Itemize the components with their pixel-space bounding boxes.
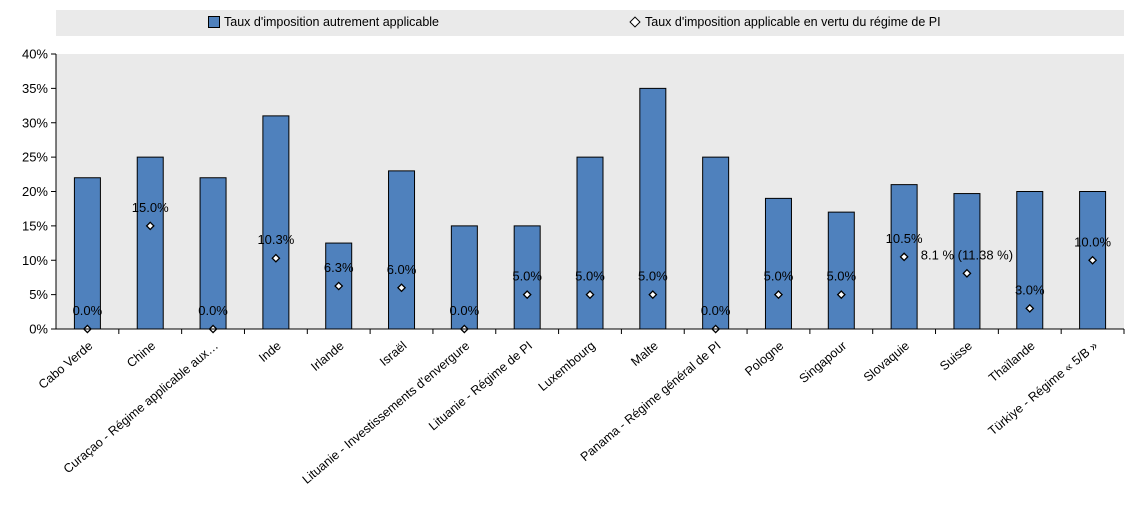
y-tick-label: 35% [22,81,48,96]
category-label: Singapour [797,339,850,386]
category-label: Pologne [742,339,786,379]
diamond-marker [585,290,595,300]
markers-group: 0.0% 15.0% 0.0% 10.3% 6.3% 6.0% 0.0% 5.0% 5.0% 5.… [73,200,1111,334]
legend-bar-label: Taux d'imposition autrement applicable [224,15,440,29]
diamond-marker [836,290,846,300]
diamond-marker [773,290,783,300]
data-label: 10.5% [886,231,923,246]
bar [576,156,604,330]
bar [199,177,227,330]
category-label: Inde [256,339,284,365]
data-label: 10.3% [257,232,294,247]
bar [953,193,981,330]
legend-bar-swatch [208,16,220,28]
legend-item-marker: Taux d'imposition applicable en vertu du… [629,15,941,29]
data-label: 6.3% [324,260,354,275]
diamond-marker [962,268,972,278]
diamond-marker [1025,303,1035,313]
y-tick-label: 5% [29,287,48,302]
bar [450,225,478,330]
diamond-marker [648,290,658,300]
data-label: 0.0% [73,303,103,318]
y-axis: 0% 5% 10% 15% 20% 25% 30% 35% 40% [22,47,56,337]
bar [764,197,792,330]
bar [388,170,416,330]
diamond-marker [1088,255,1098,265]
category-label: Israël [377,339,409,369]
diamond-marker [522,290,532,300]
category-label: Chine [124,339,158,371]
data-label: 5.0% [575,269,605,284]
category-label: Suisse [937,339,975,374]
category-label: Slovaquie [861,339,912,385]
diamond-marker [145,221,155,231]
category-label: Thaïlande [986,339,1038,385]
category-label: Cabo Verde [36,339,96,392]
data-label: 0.0% [450,303,480,318]
legend-item-bar: Taux d'imposition autrement applicable [208,15,439,29]
y-tick-label: 40% [22,47,48,62]
legend: Taux d'imposition autrement applicable T… [56,10,1124,36]
y-tick-label: 15% [22,218,48,233]
data-label: 8.1 % (11.38 %) [921,247,1013,262]
diamond-marker [271,253,281,263]
data-label: 6.0% [387,262,417,277]
data-label: 10.0% [1074,234,1111,249]
bar [513,225,541,330]
bars-group [73,87,1107,330]
bar [827,211,855,330]
bar [73,177,101,330]
data-label: 5.0% [638,269,668,284]
bar [262,115,290,330]
bar [702,156,730,330]
diamond-marker [397,283,407,293]
diamond-marker [899,252,909,262]
data-label: 3.0% [1015,282,1045,297]
data-label: 5.0% [826,269,856,284]
category-label: Lituanie - Régime de PI [426,339,535,434]
category-label: Türkiye - Régime « 5/B » [986,339,1101,439]
category-label: Luxembourg [536,339,598,394]
diamond-marker [334,281,344,291]
bar [639,87,667,330]
y-tick-label: 30% [22,115,48,130]
legend-marker-label: Taux d'imposition applicable en vertu du… [645,15,941,29]
data-label: 15.0% [132,200,169,215]
data-label: 0.0% [198,303,228,318]
data-label: 5.0% [512,269,542,284]
y-tick-label: 10% [22,253,48,268]
category-label: Irlande [308,339,346,374]
y-tick-label: 25% [22,150,48,165]
bar [136,156,164,330]
category-label: Malte [628,339,660,369]
y-tick-label: 0% [29,322,48,337]
y-tick-label: 20% [22,184,48,199]
data-label: 0.0% [701,303,731,318]
data-label: 5.0% [764,269,794,284]
